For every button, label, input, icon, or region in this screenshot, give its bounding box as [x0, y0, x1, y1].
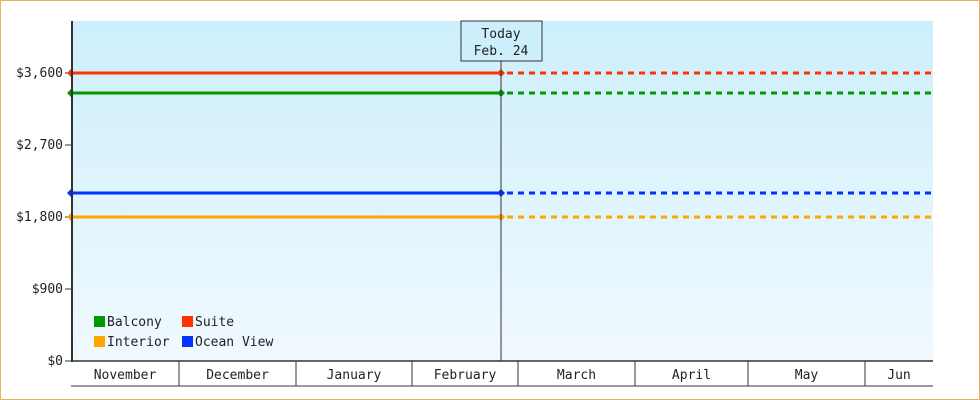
month-label: November [94, 368, 157, 383]
legend-item: Balcony [94, 315, 162, 330]
today-callout [460, 20, 543, 62]
month-label: January [327, 368, 382, 383]
month-label: May [795, 368, 819, 383]
legend-item: Suite [182, 315, 234, 330]
legend-label: Balcony [107, 315, 162, 330]
legend-label: Ocean View [195, 335, 273, 350]
legend-item: Ocean View [182, 335, 273, 350]
today-date: Feb. 24 [474, 44, 529, 59]
today-marker: Today Feb. 24 [460, 20, 543, 361]
month-label: December [206, 368, 269, 383]
month-label: April [672, 368, 711, 383]
month-label: Jun [887, 368, 910, 383]
legend: Balcony Suite Interior Ocean View [94, 315, 273, 350]
y-tick-label: $3,600 [16, 66, 63, 81]
legend-item: Interior [94, 335, 170, 350]
legend-swatch [94, 316, 105, 327]
y-tick-label: $2,700 [16, 138, 63, 153]
series-balcony [67, 89, 933, 97]
month-label: March [557, 368, 596, 383]
legend-swatch [94, 336, 105, 347]
y-tick-label: $0 [47, 354, 63, 369]
today-title: Today [481, 27, 520, 42]
legend-label: Interior [107, 335, 170, 350]
legend-swatch [182, 336, 193, 347]
y-tick-label: $1,800 [16, 210, 63, 225]
legend-swatch [182, 316, 193, 327]
legend-label: Suite [195, 315, 234, 330]
month-label: February [434, 368, 497, 383]
y-tick-label: $900 [32, 282, 63, 297]
